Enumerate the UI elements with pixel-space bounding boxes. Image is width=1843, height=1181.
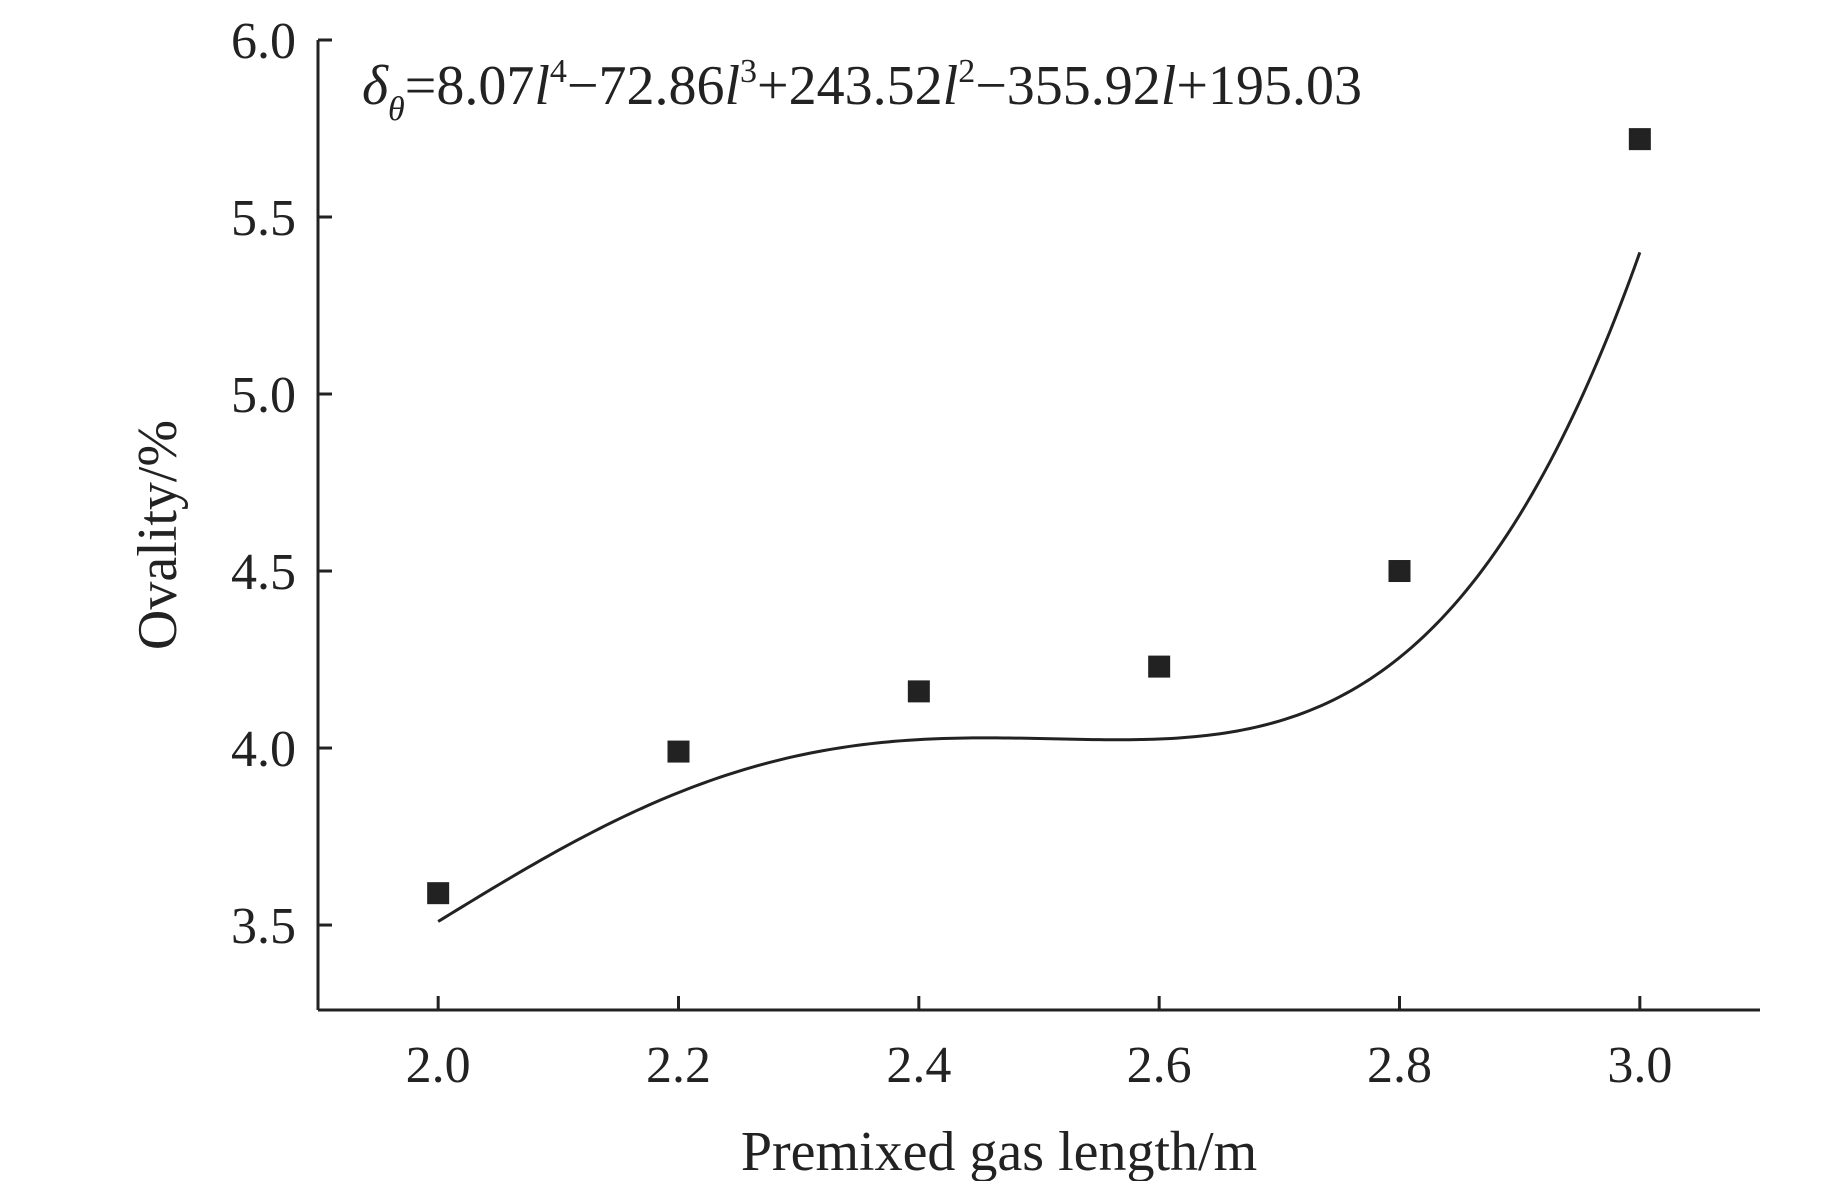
x-tick-label: 2.6 [1127,1037,1192,1094]
x-tick-label: 2.2 [646,1037,711,1094]
data-points [427,128,1651,905]
eq-t1-coef: −72.86 [567,55,725,117]
y-tick-label: 6.0 [231,13,296,70]
x-tick-label: 2.8 [1367,1037,1432,1094]
data-point-marker [1148,655,1171,678]
eq-t1-exp: 3 [740,53,757,90]
x-axis-title: Premixed gas length/m [741,1121,1257,1181]
fit-curve [437,251,1642,923]
x-tick-label: 2.0 [406,1037,471,1094]
data-point-marker [1628,128,1651,151]
eq-t4-coef: +195.03 [1176,55,1362,117]
data-point-marker [1388,560,1411,583]
y-tick-label: 5.0 [231,367,296,424]
y-ticks: 3.5 4.0 4.5 5.0 5.5 6.0 [231,13,332,955]
eq-t0-exp: 4 [550,53,567,90]
y-axis-title: Ovality/% [127,420,189,650]
data-point-marker [907,680,930,703]
x-ticks: 2.0 2.2 2.4 2.6 2.8 3.0 [406,996,1672,1094]
eq-t0-coef: =8.07 [405,55,535,117]
y-tick-label: 4.5 [231,544,296,601]
eq-lhs-sub: θ [388,91,405,128]
eq-lhs: δ [362,55,389,117]
eq-t3-coef: −355.92 [975,55,1161,117]
eq-t1-var: l [724,55,740,117]
data-point-marker [667,740,690,763]
axes [316,40,1760,1012]
data-point-marker [427,882,450,905]
y-tick-label: 3.5 [231,898,296,955]
eq-t0-var: l [534,55,550,117]
y-tick-label: 5.5 [231,190,296,247]
x-tick-label: 3.0 [1607,1037,1672,1094]
x-tick-label: 2.4 [886,1037,951,1094]
eq-t3-var: l [1161,55,1177,117]
eq-t2-var: l [943,55,959,117]
y-tick-label: 4.0 [231,721,296,778]
eq-t2-exp: 2 [958,53,975,90]
eq-t2-coef: +243.52 [757,55,943,117]
fit-equation: δθ=8.07l4−72.86l3+243.52l2−355.92l+195.0… [362,53,1362,128]
